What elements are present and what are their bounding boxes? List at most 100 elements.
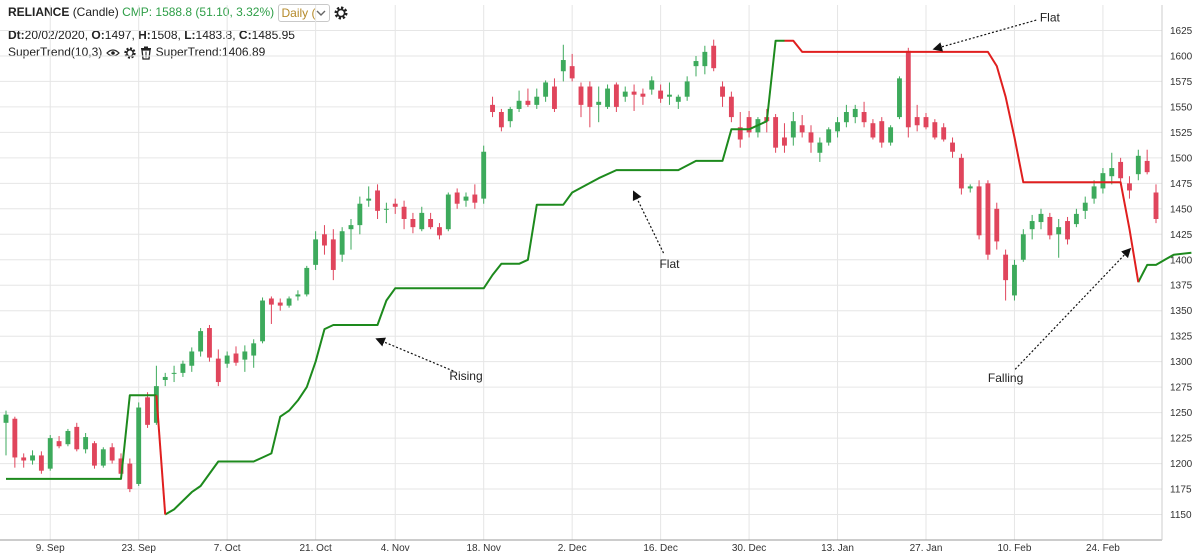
candle-body bbox=[233, 353, 239, 363]
candle-body bbox=[888, 127, 894, 143]
close-label: C: bbox=[238, 28, 252, 42]
candle-down bbox=[773, 114, 779, 153]
candle-down bbox=[631, 84, 637, 111]
candle-up bbox=[383, 202, 389, 224]
annotation-label: Falling bbox=[988, 371, 1023, 385]
candle-down bbox=[207, 324, 212, 362]
candle-down bbox=[941, 123, 947, 142]
candle-up bbox=[251, 339, 257, 368]
candle-body bbox=[401, 206, 407, 219]
x-tick-label: 2. Dec bbox=[558, 543, 587, 554]
candle-body bbox=[1118, 161, 1124, 179]
candle-body bbox=[47, 438, 53, 469]
candle-down bbox=[454, 188, 460, 209]
candle-body bbox=[189, 351, 195, 366]
candle-body bbox=[534, 96, 540, 105]
y-tick-label: 1550 bbox=[1170, 102, 1193, 113]
chevron-down-icon bbox=[316, 10, 326, 16]
candle-down bbox=[799, 115, 805, 138]
candle-body bbox=[516, 100, 522, 109]
candle-up bbox=[357, 196, 363, 235]
gear-icon[interactable] bbox=[333, 5, 349, 21]
candle-body bbox=[56, 441, 62, 447]
candle-up bbox=[1020, 229, 1026, 262]
candle-body bbox=[472, 194, 478, 203]
candle-body bbox=[578, 86, 584, 105]
x-tick-label: 23. Sep bbox=[121, 543, 156, 554]
candle-body bbox=[605, 88, 610, 107]
interval-select[interactable]: Daily ( bbox=[277, 4, 330, 22]
candle-down bbox=[215, 349, 221, 387]
candle-down bbox=[746, 110, 752, 138]
candle-down bbox=[277, 298, 283, 311]
candle-up bbox=[684, 76, 690, 101]
y-tick-label: 1175 bbox=[1170, 485, 1192, 496]
candle-body bbox=[357, 203, 363, 226]
candle-up bbox=[242, 345, 248, 372]
candle-body bbox=[180, 363, 186, 373]
candle-up bbox=[1109, 152, 1115, 185]
candle-body bbox=[410, 219, 416, 228]
candle-body bbox=[1135, 155, 1141, 175]
candle-body bbox=[65, 430, 71, 445]
candle-body bbox=[428, 219, 434, 228]
candle-up bbox=[649, 76, 655, 95]
low-label: L: bbox=[184, 28, 196, 42]
candle-down bbox=[233, 346, 239, 366]
candle-body bbox=[145, 397, 150, 425]
x-axis: 9. Sep 23. Sep 7. Oct 21. Oct 4. Nov 18. Nov 2… bbox=[36, 543, 1121, 554]
candle-down bbox=[1118, 157, 1124, 183]
open-label: O: bbox=[91, 28, 105, 42]
candle-body bbox=[1073, 213, 1079, 225]
candle-up bbox=[30, 450, 35, 465]
candle-down bbox=[1065, 216, 1070, 245]
candle-body bbox=[852, 108, 858, 118]
candle-body bbox=[437, 227, 442, 236]
x-tick-label: 18. Nov bbox=[466, 543, 500, 554]
low-value: 1483.8, bbox=[195, 28, 236, 42]
candle-body bbox=[720, 86, 725, 97]
candle-body bbox=[490, 104, 495, 112]
candle-body bbox=[268, 298, 274, 305]
y-tick-label: 1375 bbox=[1170, 281, 1193, 292]
candle-body bbox=[463, 196, 469, 201]
candle-up bbox=[1073, 208, 1079, 228]
candle-down bbox=[976, 180, 982, 240]
y-tick-label: 1400 bbox=[1170, 255, 1193, 266]
candle-up bbox=[1056, 219, 1062, 258]
candle-up bbox=[852, 104, 858, 124]
x-tick-label: 13. Jan bbox=[821, 543, 854, 554]
candle-body bbox=[304, 267, 310, 295]
candle-down bbox=[861, 101, 867, 128]
candle-down bbox=[950, 137, 955, 158]
candle-body bbox=[552, 86, 557, 109]
eye-icon[interactable] bbox=[105, 47, 120, 59]
supertrend-up-segment bbox=[164, 39, 785, 516]
x-tick-label: 27. Jan bbox=[910, 543, 943, 554]
candle-up bbox=[534, 88, 540, 109]
candle-up bbox=[1038, 208, 1044, 230]
y-tick-label: 1475 bbox=[1170, 179, 1193, 190]
candle-down bbox=[578, 82, 584, 118]
candle-body bbox=[728, 96, 734, 118]
candles bbox=[3, 39, 1159, 493]
candle-body bbox=[136, 407, 142, 484]
candle-body bbox=[1109, 168, 1115, 177]
candle-up bbox=[817, 137, 823, 162]
candle-down bbox=[552, 78, 557, 112]
candle-up bbox=[1100, 168, 1106, 194]
candle-down bbox=[728, 91, 734, 123]
candle-up bbox=[605, 84, 610, 109]
candle-down bbox=[870, 119, 876, 140]
supertrend-down-segment bbox=[155, 395, 167, 515]
candle-body bbox=[260, 300, 265, 342]
candle-body bbox=[525, 100, 531, 105]
candle-down bbox=[127, 458, 133, 493]
candle-down bbox=[472, 184, 478, 209]
open-value: 1497, bbox=[104, 28, 135, 42]
candle-body bbox=[994, 208, 1000, 242]
candle-body bbox=[215, 358, 221, 383]
candle-body bbox=[808, 132, 814, 143]
candle-body bbox=[941, 127, 947, 140]
